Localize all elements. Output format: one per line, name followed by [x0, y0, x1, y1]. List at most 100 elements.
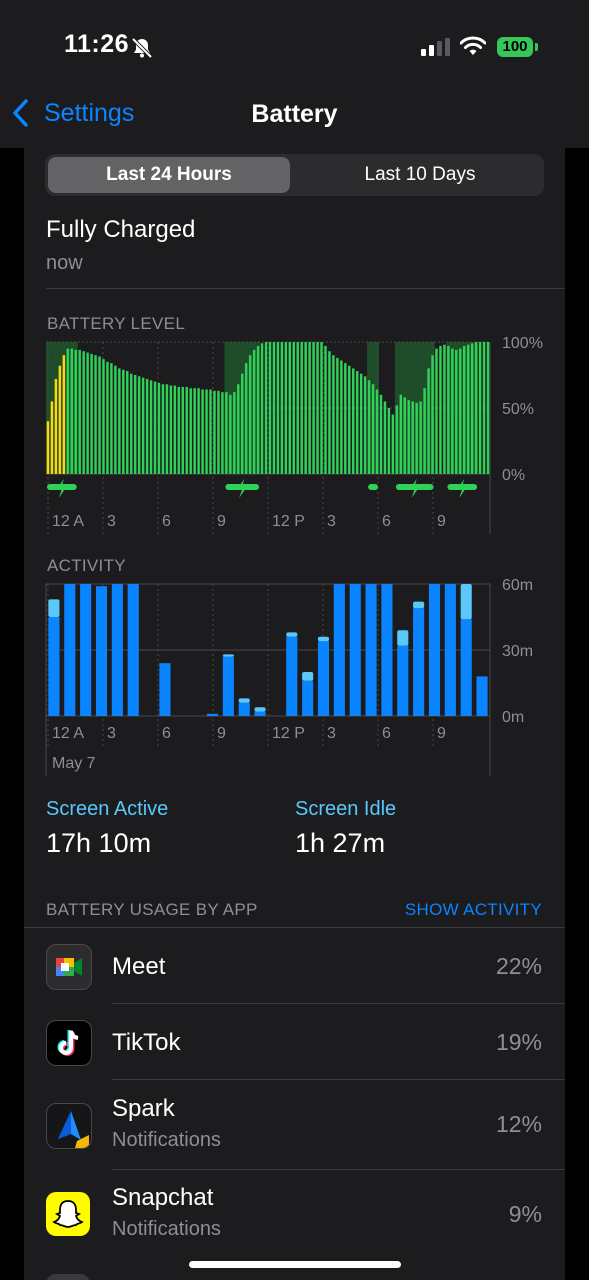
back-button[interactable]: Settings	[10, 98, 134, 128]
app-name: Snapchat	[112, 1184, 214, 1211]
battery-bar	[70, 348, 73, 474]
battery-bar	[201, 389, 204, 474]
battery-bar	[102, 359, 105, 474]
battery-bar	[260, 343, 264, 474]
battery-bar	[221, 392, 224, 474]
battery-bar	[407, 400, 410, 474]
screen-idle-label: Screen Idle	[295, 798, 397, 820]
activity-bar-active	[127, 584, 139, 716]
battery-bar	[58, 365, 62, 474]
battery-bar	[423, 388, 426, 474]
battery-bar	[352, 368, 355, 474]
battery-bar	[114, 365, 117, 474]
activity-bar-active	[286, 636, 298, 716]
battery-bar	[367, 380, 371, 474]
charge-status-subtitle: now	[46, 252, 83, 274]
x-tick-label: 6	[382, 513, 391, 530]
battery-bar	[419, 401, 422, 474]
battery-bar	[252, 349, 256, 474]
battery-bar	[66, 348, 70, 474]
battery-bar	[78, 349, 81, 474]
next-app-icon-partial	[46, 1274, 90, 1280]
battery-bar	[288, 342, 292, 474]
y-tick-label: 0%	[502, 467, 525, 484]
battery-bar	[217, 390, 220, 474]
battery-bar	[292, 342, 295, 474]
activity-bar-active	[413, 608, 425, 716]
battery-indicator: 100	[497, 37, 533, 57]
divider	[24, 927, 565, 928]
battery-bar	[229, 394, 232, 474]
battery-bar	[344, 363, 347, 474]
battery-bar	[209, 389, 212, 474]
x-tick-label: 9	[437, 725, 446, 742]
battery-bar	[435, 348, 438, 474]
activity-bar-idle	[222, 654, 234, 657]
battery-bar	[82, 351, 85, 474]
battery-bar	[126, 371, 129, 474]
battery-bar	[106, 361, 109, 474]
activity-bar-active	[64, 584, 76, 716]
battery-bar	[54, 378, 58, 474]
battery-bar	[395, 405, 399, 474]
time-range-segmented-control: Last 24 Hours Last 10 Days	[45, 154, 544, 196]
battery-bar	[486, 342, 490, 474]
tab-last-24-hours[interactable]: Last 24 Hours	[48, 157, 290, 193]
x-tick-label: 6	[382, 725, 391, 742]
battery-usage-header: BATTERY USAGE BY APP	[46, 900, 258, 919]
app-row-tiktok[interactable]: TikTok 19%	[24, 1004, 565, 1080]
battery-bar	[62, 355, 66, 474]
battery-bar	[233, 392, 236, 474]
battery-bar	[272, 342, 276, 474]
app-subtitle: Notifications	[112, 1218, 221, 1240]
battery-bar	[482, 342, 486, 474]
activity-bar-idle	[286, 632, 298, 637]
battery-bar	[205, 389, 208, 474]
snapchat-icon	[46, 1192, 90, 1236]
app-row-spark[interactable]: Spark Notifications 12%	[24, 1080, 565, 1170]
battery-bar	[145, 378, 149, 474]
activity-bar-active	[206, 713, 219, 716]
battery-bar	[375, 389, 379, 474]
show-activity-button[interactable]: SHOW ACTIVITY	[404, 900, 542, 919]
battery-bar	[276, 342, 280, 474]
battery-bar	[474, 342, 478, 474]
activity-bar-active	[111, 584, 123, 716]
battery-bar	[348, 365, 351, 474]
home-indicator[interactable]	[189, 1261, 401, 1268]
activity-title: ACTIVITY	[47, 556, 126, 575]
battery-bar	[256, 345, 260, 474]
battery-bar	[340, 360, 343, 474]
battery-bar	[304, 342, 307, 474]
x-tick-label: 12 A	[52, 725, 84, 742]
battery-bar	[133, 375, 137, 474]
activity-bar-active	[476, 676, 488, 716]
tab-last-10-days[interactable]: Last 10 Days	[364, 164, 476, 185]
app-row-snapchat[interactable]: Snapchat Notifications 9%	[24, 1170, 565, 1260]
battery-tip	[535, 43, 538, 51]
y-tick-label: 0m	[502, 709, 524, 726]
battery-bar	[50, 401, 54, 474]
battery-bar	[387, 408, 391, 474]
battery-bar	[193, 388, 196, 474]
app-name: Meet	[112, 953, 166, 980]
battery-bar	[415, 402, 418, 474]
battery-bar	[439, 345, 442, 474]
activity-bar-idle	[48, 599, 60, 617]
app-row-meet[interactable]: Meet 22%	[24, 928, 565, 1004]
divider	[112, 1079, 565, 1080]
x-tick-label: 9	[437, 513, 446, 530]
y-tick-label: 100%	[502, 335, 543, 352]
top-bar: 11:26 100 Settings Battery	[0, 0, 589, 148]
battery-bar	[427, 368, 430, 474]
battery-bar	[478, 342, 482, 474]
battery-bar	[225, 392, 228, 474]
battery-bar	[451, 348, 454, 474]
battery-bar	[268, 342, 272, 474]
activity-bar-idle	[397, 630, 409, 646]
chevron-left-icon	[13, 99, 28, 127]
battery-bar	[463, 345, 466, 474]
activity-bar-active	[333, 584, 345, 716]
activity-bar-active	[397, 645, 409, 716]
charging-bolt-icon	[237, 479, 248, 498]
